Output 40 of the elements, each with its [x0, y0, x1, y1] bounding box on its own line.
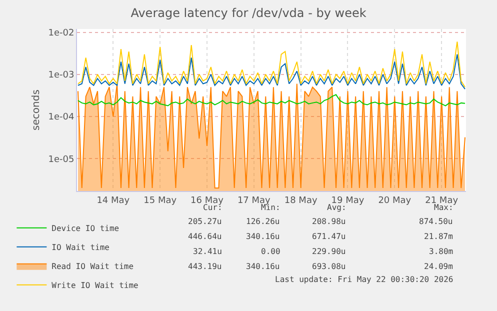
y-tick-label: 1e-03 — [48, 70, 74, 81]
text: 205.27u — [188, 217, 222, 226]
legend-label: Read IO Wait time — [52, 262, 134, 271]
line-series — [77, 41, 466, 88]
x-tick-label: 15 May — [144, 196, 178, 206]
text: 671.47u — [312, 232, 346, 241]
text: Avg: — [327, 203, 346, 212]
text: Max: — [434, 203, 454, 212]
chart-title: Average latency for /dev/vda - by week — [130, 6, 366, 20]
y-axis-title: seconds — [31, 90, 42, 130]
x-tick-label: 17 May — [237, 196, 272, 206]
text: 693.08u — [312, 262, 346, 271]
text: 3.80m — [429, 247, 454, 256]
y-tick-label: 1e-05 — [48, 154, 74, 165]
text: 443.19u — [188, 262, 222, 271]
line-series — [77, 94, 466, 106]
text: 0.00 — [261, 247, 280, 256]
text: 24.09m — [424, 262, 454, 271]
text: Last update: Fri May 22 00:30:20 2026 — [275, 275, 454, 284]
text: Cur: — [203, 203, 222, 212]
text: 229.90u — [312, 247, 346, 256]
legend-label: IO Wait time — [52, 242, 110, 252]
y-tick-label: 1e-04 — [48, 112, 74, 123]
text: 340.16u — [246, 262, 280, 271]
text: 32.41u — [193, 247, 222, 256]
text: 340.16u — [246, 232, 280, 241]
text: 21.87m — [424, 232, 454, 241]
x-tick-label: 18 May — [284, 196, 318, 206]
line-series — [77, 54, 466, 90]
text: Min: — [261, 203, 280, 212]
text: 874.50u — [419, 217, 453, 226]
x-tick-label: 20 May — [378, 196, 412, 206]
text: 446.64u — [188, 232, 222, 241]
x-tick-label: 19 May — [331, 196, 365, 206]
legend-label: Write IO Wait time — [52, 280, 139, 290]
x-tick-label: 14 May — [96, 196, 130, 206]
text: 208.98u — [312, 217, 346, 226]
text: 126.26u — [246, 217, 280, 226]
legend-label: Device IO time — [52, 224, 120, 233]
y-tick-label: 1e-02 — [48, 28, 74, 38]
